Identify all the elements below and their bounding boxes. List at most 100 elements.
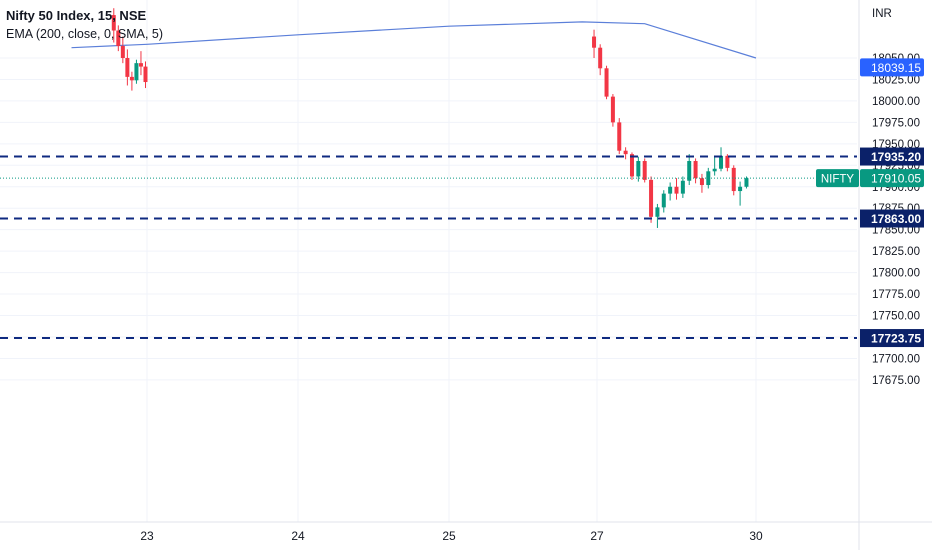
candle-body	[642, 161, 647, 180]
level-price-label-text: 17723.75	[871, 332, 921, 346]
candle	[680, 176, 685, 198]
horizontal-lines	[0, 155, 857, 340]
date-tick-label: 25	[442, 529, 456, 543]
level-price-label: 17935.20	[860, 147, 924, 166]
candle	[699, 173, 704, 193]
candle	[617, 118, 622, 155]
candle-body	[731, 167, 736, 192]
candle-body	[604, 68, 609, 97]
price-tick-label: 17700.00	[872, 353, 920, 365]
price-tick-label: 18000.00	[872, 96, 920, 108]
candle	[120, 36, 125, 64]
candle-body	[725, 155, 730, 168]
candle	[674, 178, 679, 200]
last-price-label-text: 17910.05	[871, 172, 921, 186]
price-tick-label: 18025.00	[872, 74, 920, 86]
candle	[143, 61, 148, 89]
ema-line	[71, 21, 757, 59]
last-price-label: 17910.05	[860, 169, 924, 188]
level-price-label-text: 17863.00	[871, 212, 921, 226]
price-tick-label: 17675.00	[872, 375, 920, 387]
ema-price-label-text: 18039.15	[871, 61, 921, 75]
candle	[111, 8, 116, 43]
candle	[610, 94, 615, 127]
candle-body	[129, 76, 134, 81]
candle	[134, 59, 139, 84]
candle-body	[116, 30, 121, 46]
candle-body	[649, 179, 654, 217]
candle-body	[143, 66, 148, 83]
candle-body	[120, 45, 125, 58]
candle-body	[138, 63, 143, 67]
last-price-label-bg	[860, 169, 924, 188]
symbol-tag: NIFTY	[816, 169, 859, 188]
price-tick-label: 17750.00	[872, 311, 920, 323]
candle	[642, 158, 647, 183]
level-price-label: 17863.00	[860, 209, 924, 228]
candle-body	[111, 15, 116, 31]
candle	[738, 181, 743, 206]
candle-body	[712, 168, 717, 172]
candle-body	[693, 161, 698, 179]
candle	[623, 147, 628, 160]
candle	[719, 147, 724, 172]
level-price-label-bg	[860, 147, 924, 166]
candle	[116, 25, 121, 52]
symbol-tag-text: NIFTY	[821, 174, 855, 186]
level-price-label: 17723.75	[860, 329, 924, 348]
candle	[636, 156, 641, 182]
price-tick-label: 17975.00	[872, 117, 920, 129]
date-tick-label: 23	[140, 529, 154, 543]
candle-body	[617, 122, 622, 151]
price-tick-label: 17800.00	[872, 268, 920, 280]
chart-title: Nifty 50 Index, 15, NSE	[6, 8, 147, 23]
candle	[725, 154, 730, 172]
candle	[655, 203, 660, 228]
candle	[604, 65, 609, 100]
ema-price-label-bg	[860, 58, 924, 77]
candle-body	[687, 161, 692, 181]
price-tick-label: 17775.00	[872, 289, 920, 301]
level-price-label-text: 17935.20	[871, 150, 921, 164]
candle-body	[680, 180, 685, 194]
candle	[668, 182, 673, 201]
candle-body	[661, 193, 666, 208]
level-price-label-bg	[860, 209, 924, 228]
candle-body	[592, 36, 597, 48]
candle	[598, 44, 603, 76]
candle	[687, 154, 692, 186]
ema-layer	[71, 21, 757, 59]
candles	[111, 8, 749, 228]
candle	[138, 51, 143, 76]
ema-price-label: 18039.15	[860, 58, 924, 77]
price-axis: 18050.0018025.0018000.0017975.0017950.00…	[858, 0, 920, 550]
indicator-label: EMA (200, close, 0, SMA, 5)	[6, 27, 164, 41]
candle	[661, 190, 666, 213]
grid	[0, 0, 857, 522]
date-tick-label: 24	[291, 529, 305, 543]
candle-body	[744, 178, 749, 187]
price-tick-label: 17825.00	[872, 246, 920, 258]
candle-body	[668, 186, 673, 194]
price-tick-label: 17850.00	[872, 225, 920, 237]
candle-body	[699, 178, 704, 186]
candle	[125, 49, 130, 86]
candle	[744, 176, 749, 189]
date-tick-label: 30	[749, 529, 763, 543]
symbol-tag-bg	[816, 169, 859, 188]
time-axis: 23 24 25 27 30	[0, 521, 932, 543]
candle	[649, 176, 654, 223]
currency-label: INR	[872, 8, 892, 20]
candle	[693, 158, 698, 184]
candle	[712, 156, 717, 176]
level-price-label-bg	[860, 329, 924, 348]
candle-body	[636, 161, 641, 177]
date-tick-label: 27	[590, 529, 604, 543]
legend: Nifty 50 Index, 15, NSE EMA (200, close,…	[6, 6, 163, 44]
candle-body	[738, 186, 743, 192]
candle	[592, 29, 597, 58]
candle	[731, 165, 736, 196]
candle-body	[598, 47, 603, 69]
